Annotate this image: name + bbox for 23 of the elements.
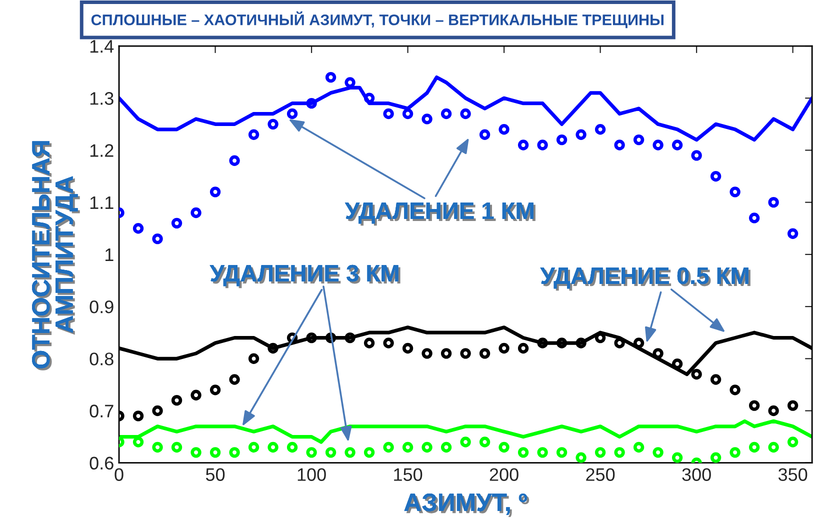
y-tick-label: 1.2 (90, 144, 114, 157)
x-tick-label: 300 (682, 468, 711, 481)
x-tick-label: 200 (490, 468, 518, 481)
annotation: УДАЛЕНИЕ 3 КМ (210, 264, 400, 288)
y-tick-label: 0.7 (90, 404, 114, 418)
y-tick-label: 0.8 (90, 352, 114, 366)
annotation: УДАЛЕНИЕ 1 КМ (344, 202, 536, 226)
x-tick-label: 100 (298, 468, 326, 481)
y-tick-label: 1.3 (90, 92, 114, 105)
y-tick-label: 1.1 (90, 196, 114, 209)
x-tick-label: 0 (114, 468, 124, 481)
y-tick-label: 1 (105, 248, 114, 261)
annotation: УДАЛЕНИЕ 0.5 КМ (540, 267, 750, 291)
y-axis-title: ОТНОСИТЕЛЬНАЯ АМПЛИТУДА (32, 141, 80, 370)
chart-title: СПЛОШНЫЕ – ХАОТИЧНЫЙ АЗИМУТ, ТОЧКИ – ВЕРТИКАЛЬНЫЕ ТРЕЩИНЫ (91, 11, 664, 28)
x-axis-title: АЗИМУТ, º (404, 494, 530, 517)
y-tick-label: 0.6 (90, 456, 114, 470)
y-tick-label: 0.9 (90, 300, 114, 314)
x-tick-label: 350 (778, 468, 808, 481)
x-tick-label: 150 (394, 468, 422, 481)
x-tick-label: 50 (206, 468, 225, 481)
x-tick-label: 250 (586, 468, 615, 481)
y-tick-label: 1.4 (90, 40, 114, 53)
